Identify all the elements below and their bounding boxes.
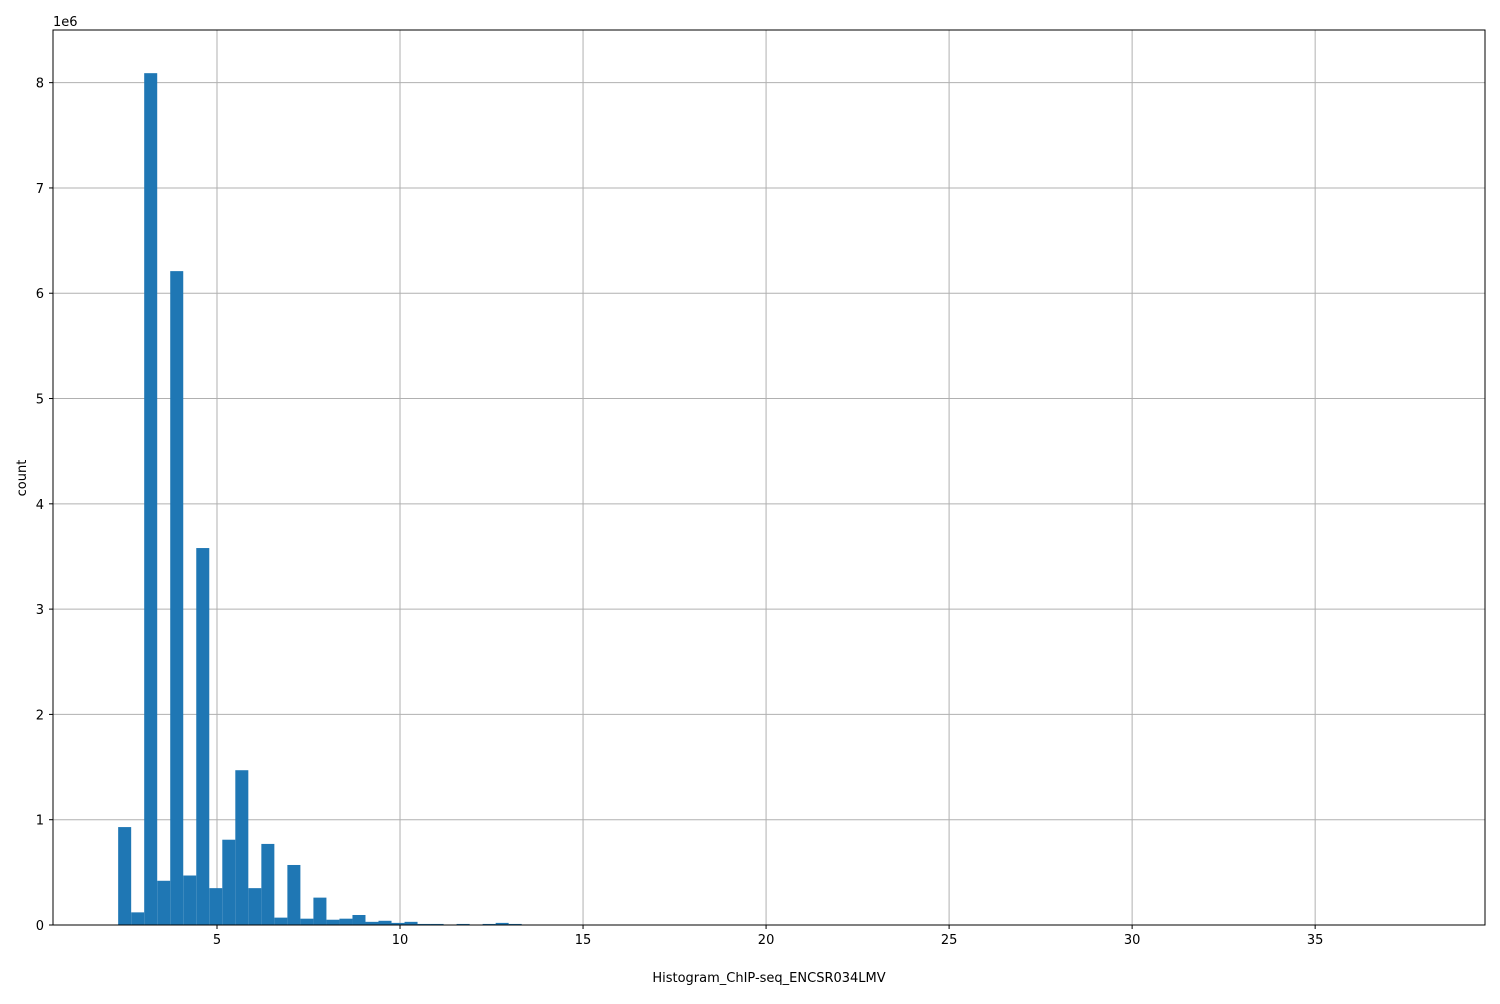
x-tick-label: 5: [213, 933, 221, 948]
y-tick-label: 8: [36, 77, 44, 92]
x-axis-label: Histogram_ChIP-seq_ENCSR034LMV: [652, 971, 885, 986]
bars: [118, 73, 522, 925]
y-offset-label: 1e6: [53, 15, 78, 30]
y-tick-label: 5: [36, 393, 44, 408]
histogram-bar: [300, 919, 313, 925]
y-axis-label: count: [15, 460, 30, 497]
y-tick-label: 6: [36, 287, 44, 302]
histogram-bar: [131, 912, 144, 925]
histogram-bar: [378, 921, 391, 925]
histogram-bar: [118, 827, 131, 925]
histogram-bar: [352, 915, 365, 925]
histogram-bar: [235, 770, 248, 925]
y-tick-label: 0: [36, 919, 44, 934]
x-tick-label: 20: [758, 933, 775, 948]
histogram-bar: [196, 548, 209, 925]
y-tick-label: 1: [36, 814, 44, 829]
histogram-bar: [274, 918, 287, 925]
x-tick-label: 15: [575, 933, 592, 948]
ticks: 5 10 15 20 25 30 35 0 1 2 3 4 5 6 7 8: [36, 77, 1324, 948]
x-tick-label: 35: [1307, 933, 1324, 948]
axes-frame: [53, 30, 1485, 925]
histogram-bar: [170, 271, 183, 925]
histogram-bar: [222, 840, 235, 925]
histogram-bar: [326, 920, 339, 925]
y-tick-label: 3: [36, 603, 44, 618]
histogram-bar: [157, 881, 170, 925]
histogram-bar: [209, 888, 222, 925]
x-tick-label: 10: [392, 933, 409, 948]
histogram-bar: [339, 919, 352, 925]
histogram-bar: [144, 73, 157, 925]
grid: [53, 30, 1485, 925]
histogram-bar: [261, 844, 274, 925]
x-tick-label: 30: [1124, 933, 1141, 948]
histogram-bar: [313, 898, 326, 925]
y-tick-label: 2: [36, 708, 44, 723]
x-tick-label: 25: [941, 933, 958, 948]
y-tick-label: 7: [36, 182, 44, 197]
histogram-bar: [287, 865, 300, 925]
histogram-bar: [183, 876, 196, 925]
y-tick-label: 4: [36, 498, 44, 513]
histogram-bar: [248, 888, 261, 925]
